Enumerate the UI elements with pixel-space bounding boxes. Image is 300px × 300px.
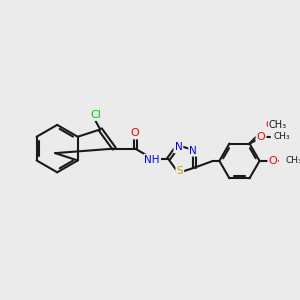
Text: O: O (268, 156, 277, 166)
Text: O: O (265, 120, 274, 130)
Text: CH₃: CH₃ (273, 132, 290, 141)
Text: O: O (256, 132, 266, 142)
Text: O: O (131, 128, 140, 138)
Text: NH: NH (145, 155, 160, 165)
Text: CH₃: CH₃ (285, 156, 300, 165)
Text: N: N (175, 142, 182, 152)
Text: CH₃: CH₃ (269, 120, 287, 130)
Text: Cl: Cl (90, 110, 101, 120)
Text: N: N (189, 146, 197, 155)
Text: S: S (176, 166, 183, 176)
